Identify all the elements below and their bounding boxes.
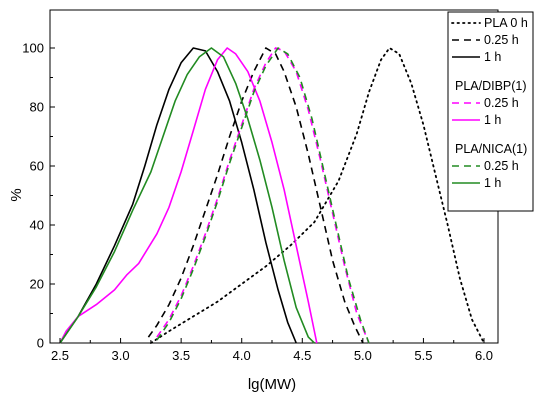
series-line-6 xyxy=(156,47,370,344)
series-line-3 xyxy=(59,47,297,344)
legend-label-7: 1 h xyxy=(484,176,501,190)
x-tick-label: 5.0 xyxy=(354,348,372,363)
y-tick-label: 60 xyxy=(30,159,44,174)
series-line-7 xyxy=(59,47,315,344)
plot-frame xyxy=(49,9,499,344)
legend-label-1: PLA 0 h xyxy=(484,16,528,30)
x-tick-label: 5.5 xyxy=(414,348,432,363)
legend-label-6: 0.25 h xyxy=(484,159,519,173)
series-line-2 xyxy=(147,47,364,344)
y-axis-title: % xyxy=(8,188,25,201)
plot-area xyxy=(49,9,499,344)
y-tick-label: 0 xyxy=(37,336,44,351)
y-tick-label: 20 xyxy=(30,277,44,292)
axes: 2.5 3.0 3.5 4.0 4.5 5.0 5.5 6.0 0 20 40 60 80 100 xyxy=(22,41,493,364)
y-tick-label: 80 xyxy=(30,100,44,115)
x-tick-label: 3.5 xyxy=(172,348,190,363)
x-tick-label: 3.0 xyxy=(112,348,130,363)
legend: PLA 0 h 0.25 h 1 h PLA/DIBP(1) 0.25 h 1 h PLA/… xyxy=(447,11,534,212)
legend-label-2: 0.25 h xyxy=(484,33,519,47)
y-tick-label: 100 xyxy=(22,41,44,56)
legend-label-4: 0.25 h xyxy=(484,96,519,110)
data-curves xyxy=(59,47,485,344)
x-tick-label: 2.5 xyxy=(51,348,69,363)
legend-group-title: PLA/DIBP(1) xyxy=(455,79,527,93)
legend-label-3: 1 h xyxy=(484,50,501,64)
x-tick-label: 4.0 xyxy=(233,348,251,363)
legend-box xyxy=(447,11,534,212)
y-tick-label: 40 xyxy=(30,218,44,233)
series-line-4 xyxy=(156,47,370,344)
x-axis-title: lg(MW) xyxy=(248,376,296,393)
legend-group-title: PLA/NICA(1) xyxy=(455,142,527,156)
legend-label-5: 1 h xyxy=(484,113,501,127)
series-line-5 xyxy=(59,47,318,344)
x-tick-label: 4.5 xyxy=(293,348,311,363)
series-line-1 xyxy=(150,47,485,344)
x-tick-label: 6.0 xyxy=(475,348,493,363)
